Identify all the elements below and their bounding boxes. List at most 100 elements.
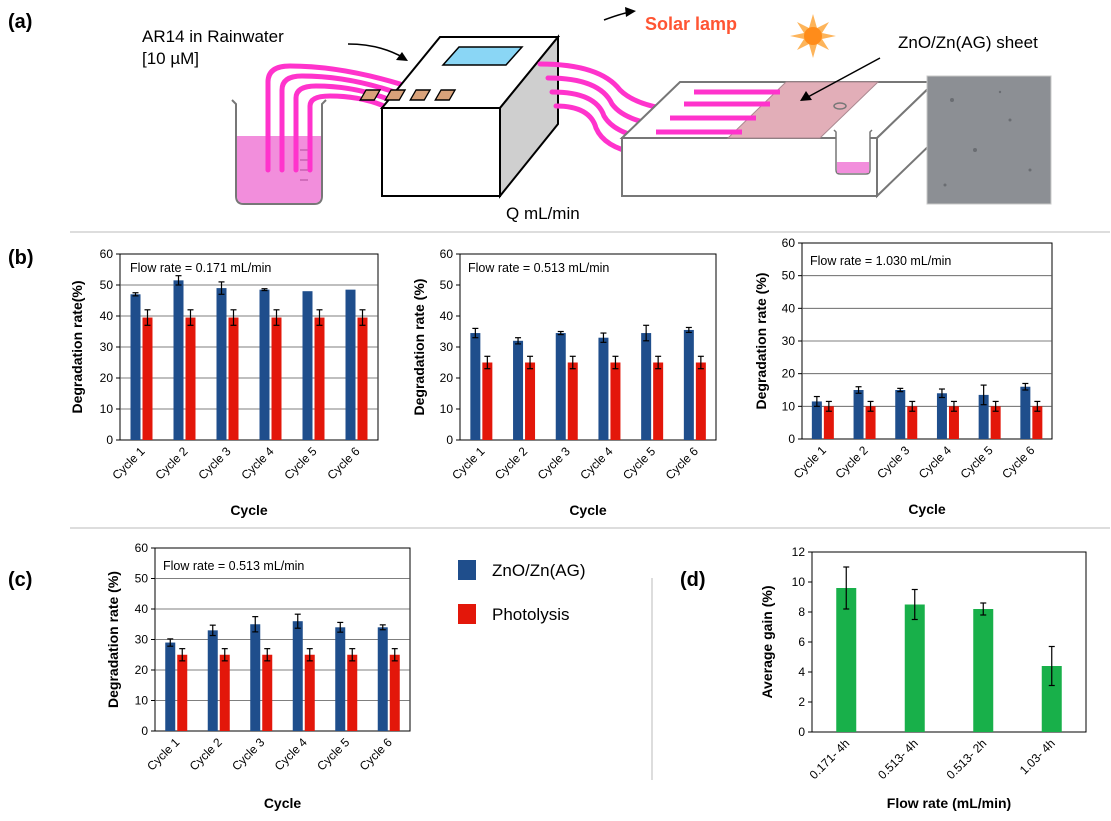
bar: [513, 340, 524, 440]
bar: [904, 604, 925, 732]
panel-c-label: (c): [8, 569, 32, 591]
x-tick-label: Cycle 1: [791, 443, 829, 481]
y-tick-label: 10: [782, 399, 796, 413]
y-tick-label: 50: [135, 572, 149, 586]
bar: [259, 289, 270, 440]
bar: [865, 406, 876, 439]
sheet-photo: [926, 75, 1052, 205]
y-tick-label: 0: [788, 432, 795, 446]
bar: [598, 337, 609, 440]
x-tick-label: Cycle 1: [449, 444, 487, 482]
bar: [304, 654, 315, 731]
x-tick-label: Cycle 1: [109, 444, 147, 482]
flow-rate-annotation: Flow rate = 0.513 mL/min: [163, 559, 304, 573]
chart-d: 0 2 4 6 8 10 12 0.171- 4h 0.513- 4h 0.513- 2h 1.03…: [759, 545, 1087, 811]
bar: [292, 621, 303, 731]
y-axis-title: Average gain (%): [759, 585, 775, 698]
y-tick-label: 60: [100, 247, 114, 261]
panel-a-schematic: (a) AR14 in Rainwater [10 µM] Solar lamp…: [8, 7, 1052, 223]
y-tick-label: 20: [782, 367, 796, 381]
bar: [345, 289, 356, 440]
x-tick-label: Cycle 1: [144, 735, 182, 773]
y-tick-label: 0: [106, 433, 113, 447]
x-tick-label: Cycle 2: [152, 444, 190, 482]
y-tick-label: 10: [135, 694, 149, 708]
x-tick-label: Cycle 6: [357, 735, 395, 773]
chart-b1: 0 10 20 30 40 50 60 Flow rate = 0.171 mL/min Cyc…: [69, 247, 379, 518]
flow-rate-annotation: Flow rate = 0.171 mL/min: [130, 261, 271, 275]
x-tick-label: Cycle 6: [999, 443, 1037, 481]
bar: [142, 317, 153, 440]
x-tick-label: Cycle 4: [577, 444, 615, 482]
x-tick-label: Cycle 5: [620, 444, 658, 482]
chart-b2: 0 10 20 30 40 50 60 Flow rate = 0.513 mL/min Cyc…: [411, 247, 717, 518]
x-tick-label: Cycle 3: [195, 444, 233, 482]
x-tick-label: Cycle 3: [874, 443, 912, 481]
bar: [271, 317, 282, 440]
bar: [936, 393, 947, 439]
bar: [695, 362, 706, 440]
y-tick-label: 0: [798, 725, 805, 739]
bar: [389, 654, 400, 731]
x-axis-title: Cycle: [230, 502, 268, 518]
bar: [948, 406, 959, 439]
y-tick-label: 60: [135, 541, 149, 555]
y-tick-label: 10: [440, 402, 454, 416]
sheet-label: ZnO/Zn(AG) sheet: [898, 33, 1038, 52]
legend: ZnO/Zn(AG) Photolysis: [458, 560, 586, 624]
y-tick-label: 20: [100, 371, 114, 385]
chart-c: 0 10 20 30 40 50 60 Flow rate = 0.513 mL/min Cyc…: [105, 541, 411, 811]
y-tick-label: 40: [782, 301, 796, 315]
lamp-label: Solar lamp: [645, 14, 737, 34]
y-tick-label: 50: [440, 278, 454, 292]
bar: [335, 627, 346, 731]
bar: [347, 654, 358, 731]
x-tick-label: Cycle 4: [916, 443, 954, 481]
bar: [683, 329, 694, 440]
bar: [1020, 386, 1031, 439]
bar: [219, 654, 230, 731]
y-tick-label: 20: [135, 663, 149, 677]
legend-swatch-zno: [458, 560, 476, 580]
bar: [836, 588, 857, 732]
panel-d-label: (d): [680, 569, 706, 591]
bar: [641, 333, 652, 440]
x-tick-label: Cycle 6: [324, 444, 362, 482]
bar: [978, 394, 989, 439]
y-tick-label: 6: [798, 635, 805, 649]
bar: [525, 362, 536, 440]
bar: [228, 317, 239, 440]
y-tick-label: 8: [798, 605, 805, 619]
x-axis-title: Flow rate (mL/min): [887, 795, 1011, 811]
x-axis-title: Cycle: [569, 502, 607, 518]
x-tick-label: Cycle 2: [832, 443, 870, 481]
bar: [1041, 666, 1062, 732]
bar: [823, 406, 834, 439]
bar: [853, 390, 864, 439]
bar: [216, 288, 227, 440]
x-tick-label: Cycle 6: [663, 444, 701, 482]
flow-label: Q mL/min: [506, 204, 580, 223]
y-tick-label: 50: [100, 278, 114, 292]
bar: [470, 333, 481, 440]
x-tick-label: Cycle 4: [272, 735, 310, 773]
feed-label: AR14 in Rainwater: [142, 27, 284, 46]
bar: [1032, 406, 1043, 439]
bar: [185, 317, 196, 440]
bar: [555, 333, 566, 440]
flow-rate-annotation: Flow rate = 1.030 mL/min: [810, 254, 951, 268]
y-axis-title: Degradation rate (%): [105, 571, 121, 708]
bar: [990, 406, 1001, 439]
y-tick-label: 60: [782, 236, 796, 250]
y-tick-label: 60: [440, 247, 454, 261]
legend-label-zno: ZnO/Zn(AG): [492, 561, 586, 580]
x-tick-label: Cycle 5: [314, 735, 352, 773]
y-axis-title: Degradation rate (%): [753, 273, 769, 410]
y-tick-label: 40: [135, 602, 149, 616]
bar: [262, 654, 273, 731]
panel-a-label: (a): [8, 11, 32, 33]
y-tick-label: 10: [100, 402, 114, 416]
y-tick-label: 50: [782, 269, 796, 283]
